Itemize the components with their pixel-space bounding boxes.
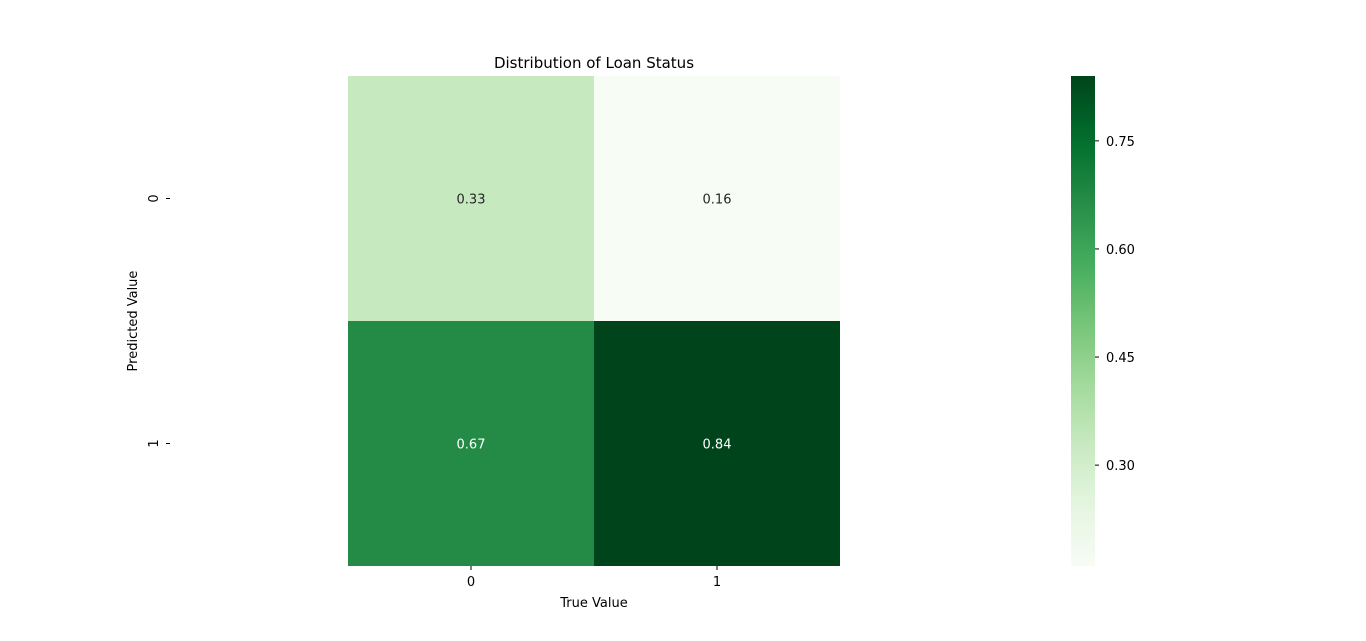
heatmap-cell	[594, 76, 840, 321]
colorbar-tick-label: 0.60	[1106, 243, 1135, 258]
heatmap-cell	[594, 321, 840, 566]
colorbar	[1071, 76, 1095, 566]
heatmap-cells	[348, 76, 840, 566]
x-tick-label: 1	[713, 575, 721, 590]
cell-value-label: 0.16	[703, 193, 732, 208]
heatmap-cell	[348, 76, 594, 321]
cell-value-label: 0.67	[457, 438, 486, 453]
y-tick-label: 0	[147, 194, 162, 202]
y-axis-label: Predicted Value	[126, 271, 141, 372]
cell-value-labels: 0.33 0.16 0.67 0.84	[457, 193, 732, 453]
heatmap-cell	[348, 321, 594, 566]
y-tick-label: 1	[147, 439, 162, 447]
x-tick-label: 0	[467, 575, 475, 590]
chart-title: Distribution of Loan Status	[494, 54, 694, 72]
cell-value-label: 0.84	[703, 438, 732, 453]
colorbar-tick-label: 0.45	[1106, 351, 1135, 366]
colorbar-tick-label: 0.75	[1106, 135, 1135, 150]
colorbar-ticks: 0.30 0.45 0.60 0.75	[1095, 135, 1135, 474]
y-axis-ticks: 01	[147, 194, 170, 448]
x-axis-label: True Value	[559, 596, 627, 611]
cell-value-label: 0.33	[457, 193, 486, 208]
colorbar-tick-label: 0.30	[1106, 459, 1135, 474]
